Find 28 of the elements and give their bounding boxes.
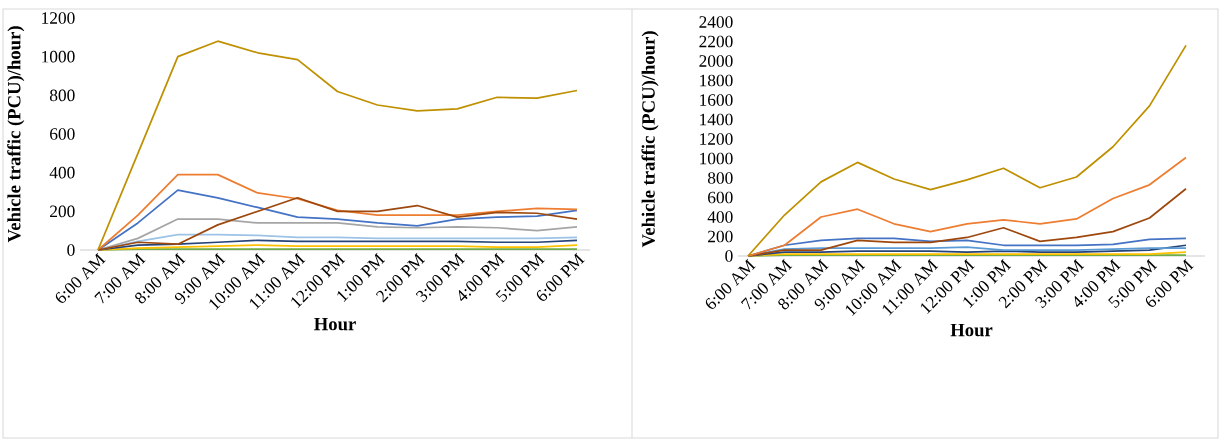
y-tick-label: 400 (707, 211, 733, 223)
y-tick-label: 1000 (700, 152, 733, 165)
y-tick-label: 1000 (42, 50, 75, 63)
y-tick-label: 600 (50, 128, 75, 140)
y-tick-label: 0 (725, 250, 733, 262)
y-tick-label: 600 (708, 191, 733, 204)
y-tick-label: 1200 (700, 133, 733, 145)
y-tick-label: 2000 (699, 55, 733, 67)
x-axis-title: Hour (950, 323, 993, 337)
y-tick-label: 800 (707, 172, 733, 184)
x-axis-title: Hour (314, 317, 356, 331)
y-tick-label: 200 (50, 205, 75, 218)
line-series (97, 40, 578, 251)
y-axis-title: Vehicle traffic (PCU)/hour) (641, 31, 659, 248)
line-series (747, 187, 1187, 257)
y-tick-label: 2200 (699, 35, 733, 48)
line-series (747, 44, 1187, 257)
y-tick-label: 800 (49, 89, 75, 102)
y-tick-label: 400 (49, 166, 75, 179)
y-tick-label: 1600 (700, 94, 733, 106)
y-tick-label: 1800 (700, 74, 733, 87)
y-axis-title: Vehicle traffic (PCU)/hour) (7, 26, 25, 243)
y-tick-label: 0 (67, 244, 75, 256)
y-tick-label: 1200 (42, 12, 75, 24)
y-tick-label: 2400 (699, 16, 733, 28)
y-tick-label: 200 (708, 230, 733, 243)
line-series (747, 156, 1187, 257)
y-tick-label: 1400 (700, 113, 733, 126)
